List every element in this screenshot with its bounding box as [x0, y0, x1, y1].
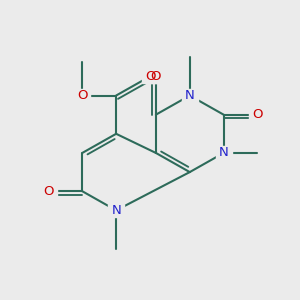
Text: N: N [219, 146, 229, 159]
Bar [40, 184, 56, 198]
Bar [148, 70, 164, 83]
Text: O: O [151, 70, 161, 83]
Text: N: N [185, 89, 195, 102]
Bar [74, 89, 90, 102]
Bar [108, 204, 124, 217]
Text: N: N [111, 204, 121, 217]
Text: O: O [77, 89, 88, 102]
Bar [215, 146, 232, 160]
Text: O: O [252, 108, 263, 121]
Text: O: O [43, 185, 54, 198]
Bar [182, 89, 198, 102]
Bar [249, 108, 266, 121]
Bar [142, 70, 158, 83]
Text: O: O [145, 70, 155, 83]
